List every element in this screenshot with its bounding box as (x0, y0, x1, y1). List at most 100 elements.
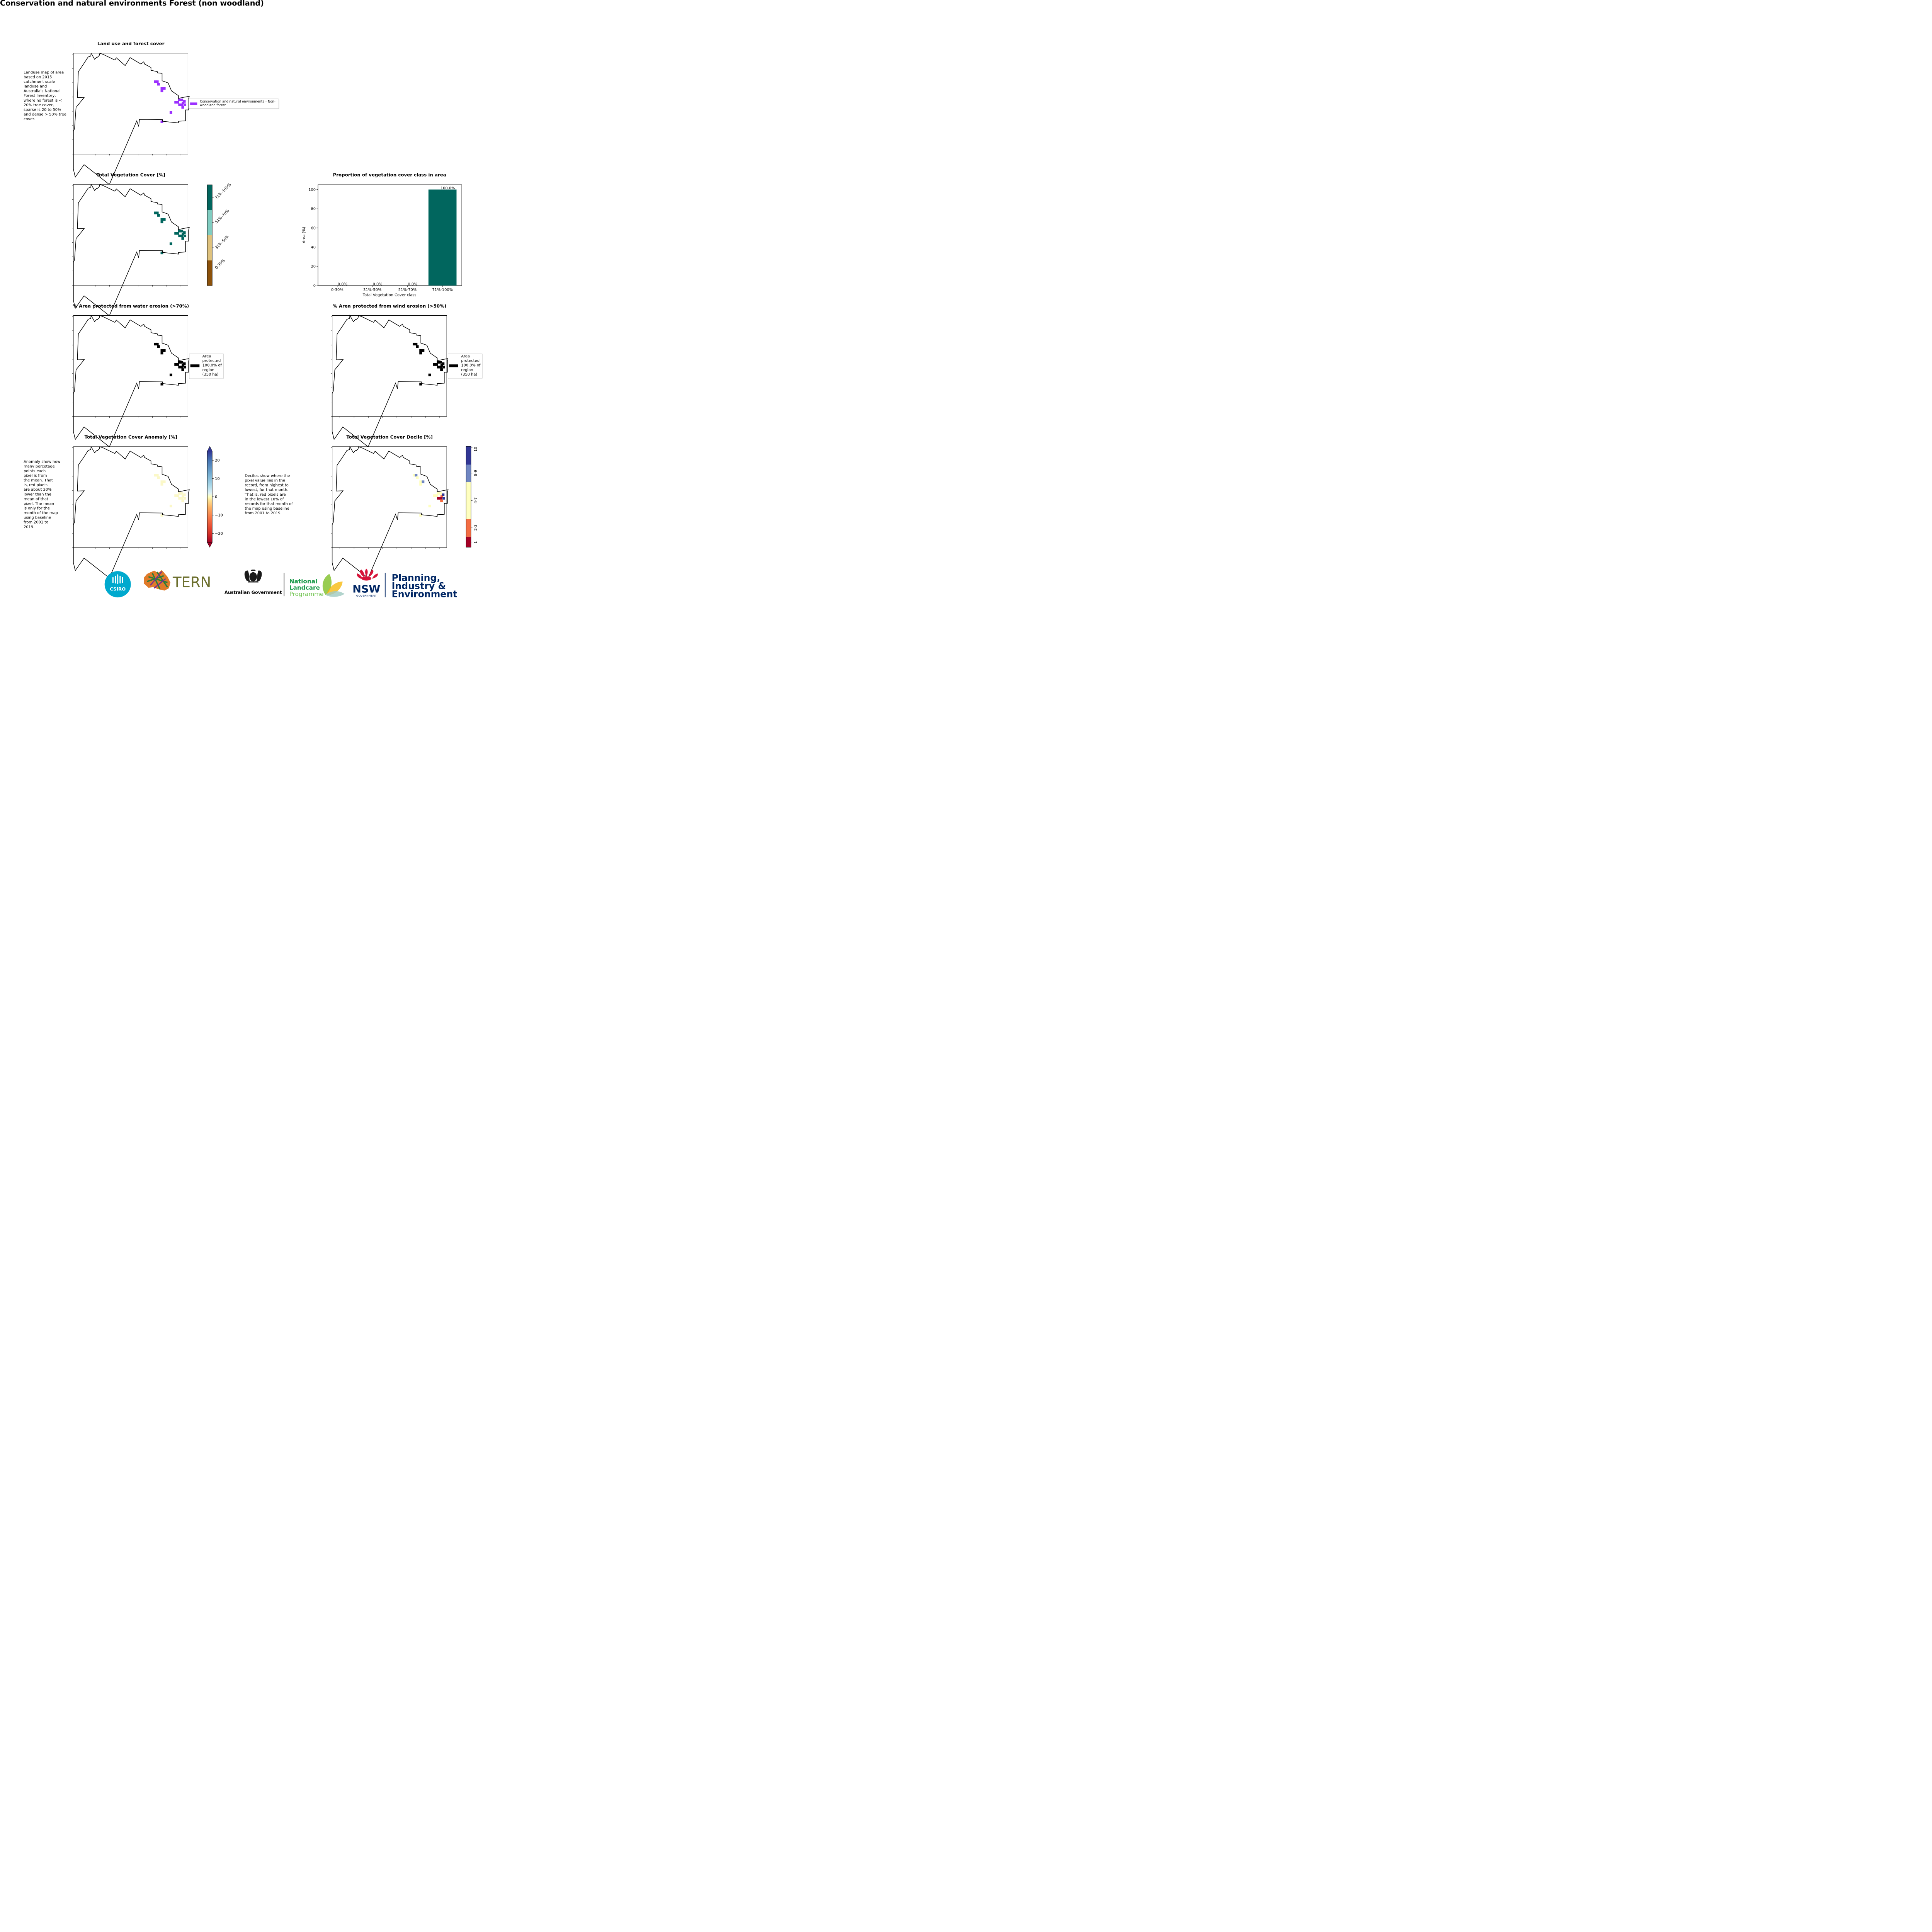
landuse-panel: Land use and forest cover Landuse map of… (24, 41, 279, 185)
colorbar-segment (466, 464, 471, 483)
water-map-title: % Area protected from water erosion (>70… (73, 303, 189, 309)
map-pixel (176, 363, 179, 366)
map-pixel (183, 231, 186, 234)
region-boundary (332, 446, 449, 579)
waratah-icon (357, 568, 378, 581)
map-ticks (72, 447, 181, 549)
map-pixel (156, 474, 159, 477)
map-pixels (154, 211, 187, 255)
water-map (72, 315, 190, 447)
map-pixel (437, 497, 440, 500)
note-line: Forest Inventory, (24, 94, 56, 98)
map-pixel (169, 505, 172, 508)
decile-map-title: Total Vegetation Cover Decile [%] (346, 434, 432, 440)
nsw-wordmark: NSW (352, 583, 380, 595)
map-pixel (174, 232, 177, 235)
map-pixel (160, 252, 163, 255)
australia-shape-icon (143, 570, 170, 591)
map-pixel (178, 492, 181, 495)
decile-note: Deciles show where the pixel value lies … (245, 474, 294, 516)
anomaly-tick-minus20: −20 (215, 532, 223, 536)
note-line: record, from highest to (245, 483, 289, 488)
map-pixel (160, 87, 163, 90)
region-boundary (73, 315, 190, 447)
legend-line: Area (461, 354, 470, 359)
wind-panel: % Area protected from wind erosion (>50%… (331, 303, 483, 447)
note-line: cover. (24, 117, 35, 121)
bar-chart: Proportion of vegetation cover class in … (302, 172, 462, 298)
map-pixel (413, 342, 415, 345)
map-pixel (437, 492, 440, 495)
note-line: using baseline (24, 516, 51, 520)
map-pixel (182, 495, 185, 498)
map-pixel (178, 230, 181, 233)
bar-value-label: 0.0% (408, 282, 417, 286)
australian-government-logo: Australian Government (224, 570, 284, 597)
map-pixel (163, 218, 166, 221)
map-pixels (154, 474, 187, 517)
landuse-note: Landuse map of area based on 2015 catchm… (24, 70, 68, 121)
map-pixel (439, 497, 442, 500)
map-pixel (440, 364, 443, 367)
map-pixel (160, 480, 163, 483)
map-pixel (160, 218, 163, 221)
map-pixel (178, 99, 181, 102)
map-axes (332, 446, 447, 548)
note-line: Deciles show where the (245, 474, 290, 478)
colorbar-label-71-100: 71%-100% (214, 182, 232, 200)
y-tick-label: 0 (313, 284, 316, 288)
map-pixel (440, 499, 443, 502)
map-pixel (416, 476, 419, 479)
map-frame (72, 52, 190, 185)
map-axes (73, 446, 188, 548)
note-line: landuse and (24, 85, 47, 89)
legend-line: (350 ha) (202, 372, 219, 377)
note-line: the map using baseline (245, 507, 289, 511)
ausgov-wordmark: Australian Government (224, 590, 282, 595)
decile-colorbar: 10 8-9 4-7 2-3 1 (466, 446, 478, 548)
map-pixel (442, 366, 445, 369)
wind-legend: Area protected 100.0% of region (350 ha) (448, 353, 483, 379)
map-pixel (160, 220, 163, 223)
map-pixel (180, 103, 184, 106)
map-pixel (419, 480, 422, 483)
map-pixel (174, 494, 177, 497)
colorbar-segment (466, 519, 471, 537)
note-line: That is, red pixels are (245, 493, 286, 497)
map-pixel (169, 111, 172, 114)
anomaly-map (72, 446, 190, 579)
map-frame (72, 315, 190, 447)
map-pixel (419, 383, 422, 386)
chart-title: Proportion of vegetation cover class in … (333, 172, 446, 177)
note-line: in the lowest 10% of (245, 497, 284, 502)
x-tick-label: 71%-100% (432, 288, 453, 292)
colorbar-segment (207, 185, 213, 210)
map-pixel (176, 494, 179, 497)
map-pixel (180, 497, 184, 500)
map-pixel (156, 80, 159, 83)
map-pixel (437, 361, 440, 364)
map-pixel (440, 495, 443, 498)
landuse-map (72, 52, 190, 185)
map-pixel (184, 497, 187, 500)
map-frame (72, 446, 190, 579)
map-pixel (181, 237, 184, 240)
note-line: the mean. That (24, 478, 53, 483)
map-pixel (428, 505, 431, 508)
legend-swatch (190, 364, 200, 367)
bar (428, 189, 457, 286)
note-line: pixel is from (24, 474, 47, 478)
colorbar-segment (207, 235, 213, 260)
region-boundary (73, 52, 190, 185)
anomaly-tick-0: 0 (215, 495, 217, 499)
y-tick-label: 80 (311, 207, 316, 211)
note-line: and dense > 50% tree (24, 112, 66, 117)
coat-of-arms-icon (244, 570, 262, 583)
map-pixels (413, 474, 445, 517)
colorbar-segment (466, 536, 471, 548)
y-tick-label: 20 (311, 265, 316, 269)
note-line: records for that month of (245, 502, 293, 506)
region-boundary (73, 183, 190, 316)
map-pixel (415, 342, 418, 345)
water-legend-label: Area protected 100.0% of region (350 ha) (202, 354, 223, 377)
